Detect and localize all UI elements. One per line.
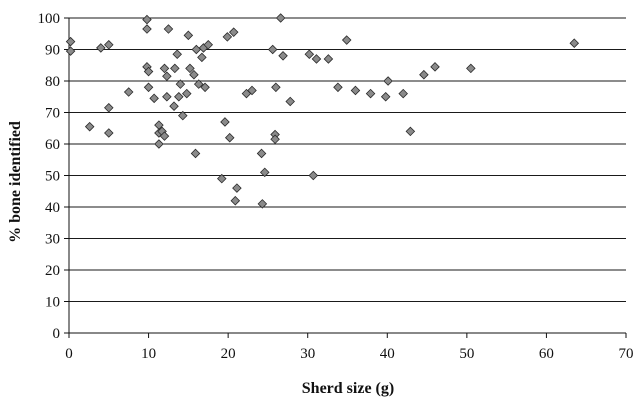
data-point-42 xyxy=(222,32,233,42)
data-point-8 xyxy=(142,14,152,25)
data-point-35 xyxy=(193,79,204,89)
data-point-50 xyxy=(257,199,268,209)
data-point-19 xyxy=(159,63,170,74)
y-tick-label-30: 30 xyxy=(45,232,60,248)
data-point-30 xyxy=(183,30,194,41)
data-point-65 xyxy=(350,85,361,96)
data-point-22 xyxy=(163,24,174,34)
data-point-6 xyxy=(104,128,114,138)
data-point-11 xyxy=(143,66,154,77)
data-point-74 xyxy=(569,38,580,48)
data-point-31 xyxy=(185,63,195,74)
data-point-18 xyxy=(159,131,170,141)
data-point-64 xyxy=(341,35,352,45)
data-point-28 xyxy=(178,110,188,121)
data-point-67 xyxy=(380,91,391,102)
data-point-39 xyxy=(203,40,214,50)
data-point-0 xyxy=(65,36,76,47)
data-point-71 xyxy=(419,69,429,80)
data-point-59 xyxy=(304,49,315,59)
data-point-21 xyxy=(162,91,172,102)
data-point-27 xyxy=(175,79,186,89)
gridlines xyxy=(69,17,626,302)
data-point-56 xyxy=(275,13,286,23)
data-point-23 xyxy=(169,101,179,111)
x-tick-label-20: 20 xyxy=(221,346,236,362)
data-point-46 xyxy=(232,183,242,193)
data-point-55 xyxy=(271,82,281,93)
y-tick-label-0: 0 xyxy=(53,326,61,342)
data-point-51 xyxy=(259,167,270,178)
data-point-68 xyxy=(383,76,393,86)
data-point-1 xyxy=(65,46,76,56)
y-tick-label-70: 70 xyxy=(45,106,60,122)
data-point-29 xyxy=(182,88,192,99)
y-tick-label-20: 20 xyxy=(45,263,60,279)
y-tick-label-90: 90 xyxy=(45,43,60,59)
data-point-5 xyxy=(104,103,114,113)
data-point-62 xyxy=(323,54,334,64)
data-point-69 xyxy=(398,88,408,99)
y-tick-label-100: 100 xyxy=(38,11,61,27)
x-tick-label-60: 60 xyxy=(539,346,554,362)
data-point-20 xyxy=(162,71,172,82)
data-point-61 xyxy=(311,54,322,64)
data-point-40 xyxy=(217,173,227,184)
axes xyxy=(64,17,627,338)
data-point-36 xyxy=(197,52,207,63)
x-tick-label-40: 40 xyxy=(380,346,395,362)
y-tick-labels: 0 10 20 30 40 50 60 70 80 90 100 xyxy=(38,11,61,342)
data-point-25 xyxy=(172,49,182,59)
y-tick-label-60: 60 xyxy=(45,137,60,153)
data-point-54 xyxy=(270,134,280,145)
data-point-66 xyxy=(365,88,376,99)
data-point-9 xyxy=(142,24,152,34)
y-tick-label-40: 40 xyxy=(45,200,60,216)
data-point-33 xyxy=(190,148,201,159)
data-point-48 xyxy=(247,85,257,96)
y-tick-label-80: 80 xyxy=(45,74,60,90)
data-point-45 xyxy=(230,195,241,206)
data-point-70 xyxy=(405,126,416,137)
y-tick-label-50: 50 xyxy=(45,169,60,185)
data-point-63 xyxy=(333,82,343,93)
data-point-2 xyxy=(84,121,95,132)
data-point-24 xyxy=(170,63,180,74)
data-point-60 xyxy=(308,170,319,181)
data-point-12 xyxy=(143,82,154,93)
data-point-49 xyxy=(256,148,267,159)
x-tick-label-50: 50 xyxy=(459,346,474,362)
y-axis-title: % bone identified xyxy=(7,121,24,243)
x-tick-label-30: 30 xyxy=(300,346,315,362)
data-point-52 xyxy=(267,44,278,55)
data-point-38 xyxy=(200,82,210,93)
data-point-4 xyxy=(104,40,114,50)
x-tick-label-10: 10 xyxy=(141,346,156,362)
data-point-3 xyxy=(96,43,106,53)
data-point-57 xyxy=(278,51,288,61)
data-point-34 xyxy=(191,44,202,55)
x-tick-labels: 0 10 20 30 40 50 60 70 xyxy=(65,346,633,362)
data-point-32 xyxy=(189,69,199,80)
x-tick-label-70: 70 xyxy=(619,346,634,362)
data-point-41 xyxy=(220,117,230,127)
x-axis-title: Sherd size (g) xyxy=(302,380,394,397)
data-point-72 xyxy=(430,62,440,72)
data-point-43 xyxy=(224,132,235,143)
data-point-73 xyxy=(466,63,476,74)
y-tick-label-10: 10 xyxy=(45,295,60,311)
data-point-44 xyxy=(228,27,239,37)
data-point-26 xyxy=(174,91,184,102)
data-point-58 xyxy=(285,96,295,107)
data-points xyxy=(65,13,580,209)
data-point-16 xyxy=(154,139,164,149)
data-point-7 xyxy=(123,87,134,97)
x-tick-label-0: 0 xyxy=(65,346,73,362)
data-point-13 xyxy=(149,93,159,104)
